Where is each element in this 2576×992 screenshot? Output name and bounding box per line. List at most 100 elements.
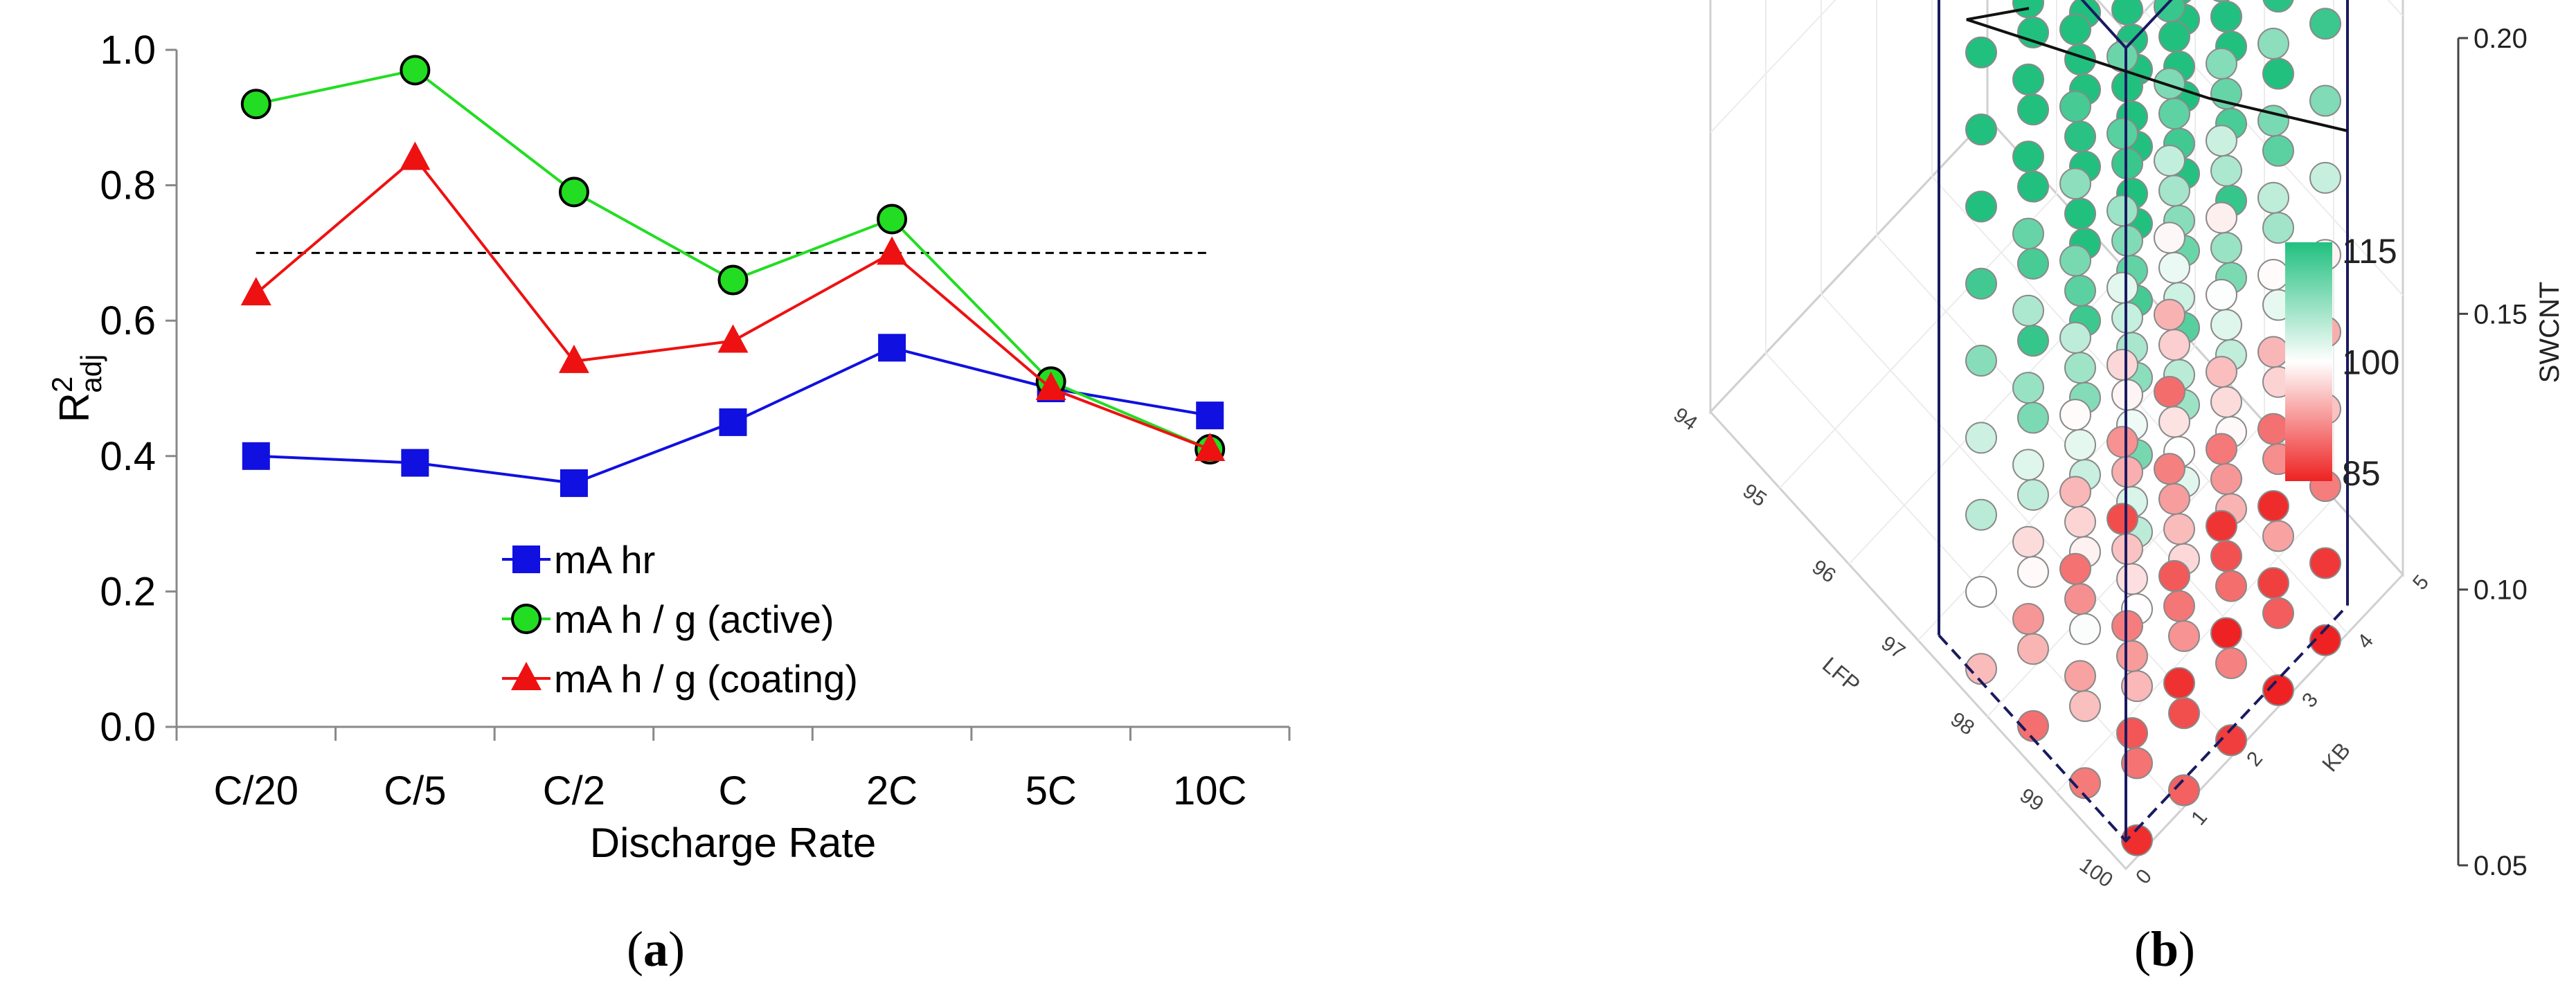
scatter-point <box>2017 402 2049 434</box>
data-point <box>240 89 271 120</box>
scatter-point <box>2168 620 2200 652</box>
scatter-point <box>2064 660 2096 692</box>
scatter-point <box>2158 560 2190 593</box>
scatter-point <box>2059 13 2091 46</box>
scatter-point <box>2206 47 2237 80</box>
scatter-point <box>2154 67 2185 100</box>
scatter-point <box>2017 633 2049 665</box>
panel-a-label: a <box>643 921 668 977</box>
z-tick-label: 0.20 <box>2474 24 2528 54</box>
scatter-point <box>2210 0 2242 33</box>
x-tick-label: 5C <box>1026 768 1077 813</box>
x-tick-label: C/2 <box>543 768 605 813</box>
scatter-point <box>2158 406 2190 438</box>
scatter-point <box>1965 267 1997 300</box>
scatter-point <box>2206 201 2237 234</box>
legend-marker <box>511 604 542 634</box>
scatter-point <box>2154 375 2185 408</box>
scatter-point <box>2262 0 2294 13</box>
data-point <box>717 264 749 296</box>
series-circle <box>240 55 1226 465</box>
scatter-point <box>2257 489 2289 522</box>
x-axis-title: Discharge Rate <box>590 820 877 866</box>
scatter-point <box>2309 161 2341 194</box>
scatter-point <box>2210 154 2242 187</box>
scatter-point <box>2064 583 2096 615</box>
z-tick-label: 0.05 <box>2474 851 2528 881</box>
scatter-point <box>1965 345 1997 377</box>
scatter-point <box>2257 181 2289 214</box>
scatter-point <box>2116 640 2148 672</box>
legend: mA hr mA h / g (active) mA h / g (coating) <box>502 538 858 701</box>
scatter-point <box>2210 309 2242 341</box>
scatter-point <box>1965 575 1997 608</box>
colorbar-label: 100 <box>2342 343 2399 382</box>
colorbar-label: 115 <box>2342 232 2397 271</box>
scatter-point <box>2206 433 2237 465</box>
scatter-point <box>2059 90 2091 123</box>
scatter-point <box>2111 0 2143 26</box>
scatter-point <box>2158 251 2190 284</box>
y-tick-label: 0.6 <box>100 298 156 343</box>
kb-tick-label: 2 <box>2242 748 2267 771</box>
data-point <box>1195 433 1226 462</box>
data-point <box>1196 402 1224 430</box>
scatter-point <box>2309 624 2341 656</box>
data-point <box>400 55 431 86</box>
scatter-point <box>2210 386 2242 418</box>
data-point <box>401 449 429 477</box>
scatter-point <box>2059 168 2091 200</box>
scatter-point <box>2309 8 2341 40</box>
panel-b-caption: (b) <box>2134 921 2196 977</box>
data-point <box>877 204 908 235</box>
scatter-point <box>2210 462 2242 495</box>
legend-label: mA hr <box>554 538 655 581</box>
z-tick-label: 0.15 <box>2474 299 2528 330</box>
scatter3d-panel: 0.05 0.10 0.15 0.20 SWCNT 94 95 96 97 98 99 100 LFP 0… <box>1670 0 2565 892</box>
scatter-point <box>2012 449 2044 481</box>
data-point <box>1035 372 1066 400</box>
lfp-tick-label: 98 <box>1947 708 1978 740</box>
scatter-point <box>2154 0 2185 23</box>
scatter-point <box>2210 540 2242 572</box>
scatter-point <box>2107 195 2138 227</box>
grid-line <box>1931 176 2348 634</box>
scatter-point <box>2309 547 2341 579</box>
scatter-point <box>2017 93 2049 126</box>
data-point <box>560 469 588 497</box>
scatter-point <box>2059 321 2091 354</box>
scatter-point <box>1965 422 1997 454</box>
scatter-point <box>1965 653 1997 685</box>
series-line <box>255 156 1210 451</box>
legend-marker <box>512 545 540 573</box>
x-tick-label: C/5 <box>384 768 446 813</box>
scatter-point <box>2107 271 2138 304</box>
z-axis-title: SWCNT <box>2534 282 2565 384</box>
scatter-point <box>2069 767 2101 800</box>
scatter-point <box>2206 125 2237 157</box>
scatter-point <box>2121 824 2153 856</box>
scatter-point <box>2059 476 2091 508</box>
lfp-tick-label: 96 <box>1808 556 1840 588</box>
scatter-point <box>2064 120 2096 153</box>
lfp-axis-title: LFP <box>1818 652 1865 697</box>
scatter-point <box>2017 478 2049 511</box>
scatter-point <box>2017 556 2049 588</box>
scatter-point <box>2017 325 2049 357</box>
scatter-point <box>2012 217 2044 250</box>
data-point <box>242 442 270 470</box>
back-wall-lfp <box>1709 0 1989 415</box>
lfp-tick-label: 95 <box>1739 480 1771 512</box>
grid-line <box>1917 345 2196 641</box>
scatter-point <box>2069 613 2101 645</box>
scatter-point <box>2012 603 2044 635</box>
scatter-point <box>2257 105 2289 137</box>
colorbar <box>2285 242 2332 481</box>
scatter-point <box>1965 114 1997 146</box>
scatter-point <box>2012 525 2044 558</box>
data-point <box>878 334 906 362</box>
scatter-point <box>2012 294 2044 327</box>
scatter-point <box>2158 20 2190 53</box>
kb-axis-title: KB <box>2317 738 2355 777</box>
data-point <box>558 344 589 373</box>
